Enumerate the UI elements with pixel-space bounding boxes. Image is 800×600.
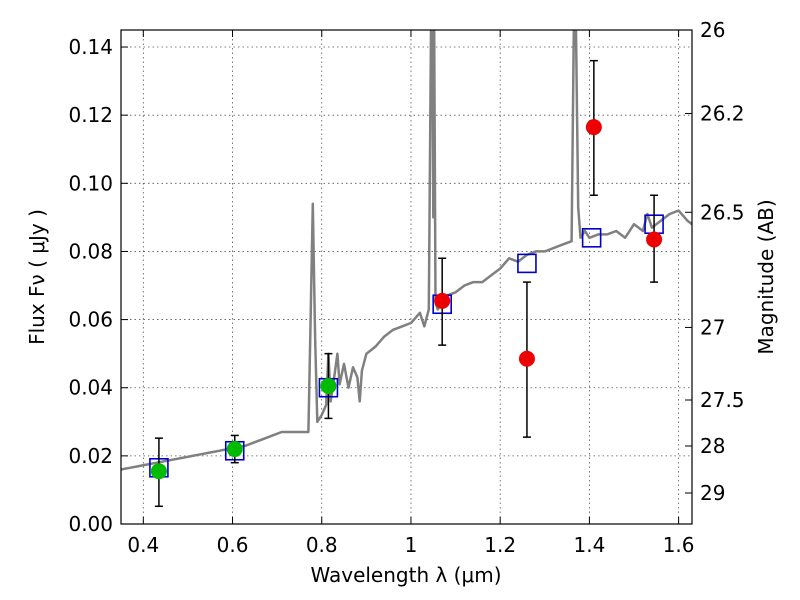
right-tick-label: 27.5: [700, 388, 745, 412]
spectrum-line: [121, 30, 692, 471]
y-tick-label: 0.10: [68, 171, 113, 195]
y-axis-label: Flux Fν ( μJy ): [25, 209, 49, 345]
model-square-marker: [517, 253, 537, 274]
photometry-point: [646, 231, 663, 248]
x-tick-label: 0.6: [217, 533, 249, 557]
right-tick-label: 26: [700, 18, 725, 42]
x-tick-label: 0.4: [127, 533, 159, 557]
photometry-point: [226, 441, 243, 458]
plot-frame: [120, 29, 693, 525]
photometry-point: [434, 292, 451, 309]
right-tick-label: 29: [700, 481, 725, 505]
y-tick-label: 0.04: [68, 376, 113, 400]
y-tick-label: 0.12: [68, 103, 113, 127]
x-tick-label: 1: [405, 533, 418, 557]
model-square-marker: [581, 228, 602, 248]
y-tick-label: 0.02: [68, 444, 113, 468]
photometry-point: [585, 119, 602, 136]
x-tick-label: 1.2: [484, 533, 516, 557]
x-tick-label: 1.4: [573, 533, 605, 557]
x-tick-label: 1.6: [663, 533, 695, 557]
y-tick-label: 0.06: [68, 308, 113, 332]
photometry-point: [518, 350, 535, 367]
photometry-point: [320, 378, 337, 395]
photometry-markers: [149, 59, 664, 508]
y-tick-label: 0.08: [68, 239, 113, 263]
right-tick-label: 27: [700, 315, 725, 339]
grid: [121, 30, 692, 525]
x-tick-label: 0.8: [306, 533, 338, 557]
ticks: 0.4 0.6 0.8 1 1.2 1.4 1.6 0.00 0.02 0.04 0.06 0.08 0…: [68, 18, 744, 557]
right-tick-label: 26.5: [700, 200, 745, 224]
x-axis-label: Wavelength λ (μm): [310, 563, 501, 587]
right-axis-label: Magnitude (AB): [754, 199, 778, 354]
right-tick-label: 26.2: [700, 101, 745, 125]
y-tick-label: 0.14: [68, 35, 113, 59]
photometry-point: [150, 463, 167, 480]
right-tick-label: 28: [700, 434, 725, 458]
y-tick-label: 0.00: [68, 512, 113, 536]
spectrum: [121, 30, 692, 471]
